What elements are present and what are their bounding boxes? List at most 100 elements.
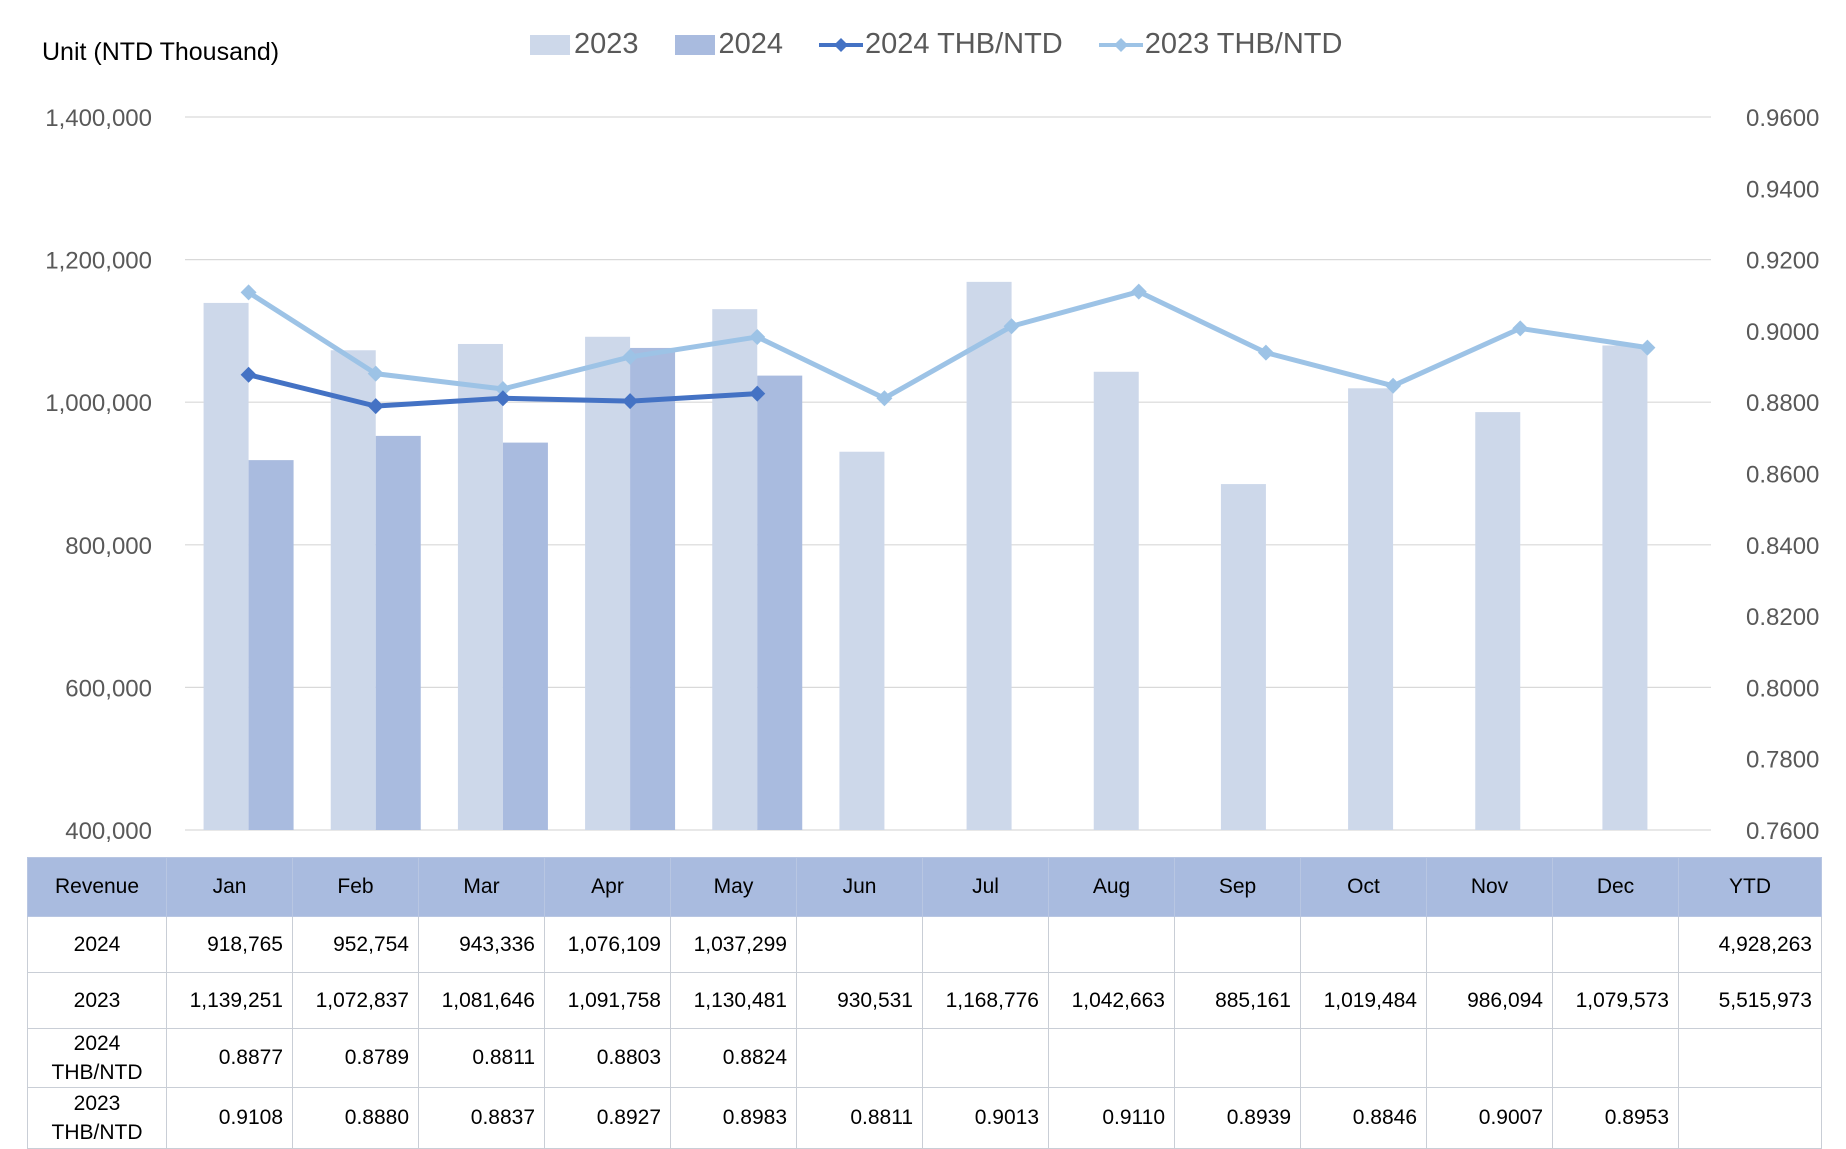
table-cell xyxy=(1678,1087,1822,1149)
table-cell: 0.9013 xyxy=(922,1087,1049,1149)
line-marker xyxy=(494,381,511,398)
table-cell xyxy=(1678,1028,1822,1088)
table-cell: 0.8983 xyxy=(670,1087,797,1149)
table-cell: 1,019,484 xyxy=(1300,972,1427,1029)
table-cell: 1,139,251 xyxy=(166,972,293,1029)
bar-2024 xyxy=(375,435,421,830)
bar-2024 xyxy=(248,460,294,830)
table-cell: 0.9108 xyxy=(166,1087,293,1149)
y-right-tick-label: 0.8600 xyxy=(1746,462,1819,489)
line-marker xyxy=(1257,344,1274,361)
bar-2023 xyxy=(203,302,249,830)
table-cell xyxy=(796,1028,923,1088)
row-label: 2024 xyxy=(27,916,167,973)
bar-2023 xyxy=(330,350,376,830)
table-cell: 1,037,299 xyxy=(670,916,797,973)
table-cell: 1,130,481 xyxy=(670,972,797,1029)
table-cell xyxy=(796,916,923,973)
table-cell xyxy=(1300,916,1427,973)
y-right-tick-label: 0.8000 xyxy=(1746,675,1819,702)
table-cell: 0.8824 xyxy=(670,1028,797,1088)
table-cell: 0.8811 xyxy=(418,1028,545,1088)
table-header-cell: Nov xyxy=(1426,857,1553,917)
table-cell: 943,336 xyxy=(418,916,545,973)
legend: 2023 2024 2024 THB/NTD 2023 THB/NTD xyxy=(530,28,1378,61)
line-marker xyxy=(622,393,639,410)
table-cell: 0.8927 xyxy=(544,1087,671,1149)
table-header-cell: Jul xyxy=(922,857,1049,917)
table-cell: 0.9110 xyxy=(1048,1087,1175,1149)
table-header-cell: Dec xyxy=(1552,857,1679,917)
legend-label: 2024 xyxy=(718,28,784,60)
line-marker xyxy=(1130,283,1147,300)
table-header-label: Revenue xyxy=(27,857,167,917)
line-marker xyxy=(367,398,384,415)
table-cell: 0.8877 xyxy=(166,1028,293,1088)
table-cell: 885,161 xyxy=(1174,972,1301,1029)
line-marker xyxy=(1639,339,1656,356)
legend-label: 2024 THB/NTD xyxy=(865,28,1063,60)
line-marker xyxy=(240,366,257,383)
line-marker xyxy=(240,284,257,301)
table-row: 2023 THB/NTD 0.9108 0.8880 0.8837 0.8927 0.898… xyxy=(27,1087,1822,1149)
line-marker xyxy=(749,328,766,345)
table-cell xyxy=(1426,1028,1553,1088)
table-row: 2024 THB/NTD 0.8877 0.8789 0.8811 0.8803 0.882… xyxy=(27,1028,1822,1088)
table-cell xyxy=(1300,1028,1427,1088)
y-right-tick-label: 0.9400 xyxy=(1746,176,1819,203)
table-cell: 1,079,573 xyxy=(1552,972,1679,1029)
table-cell: 1,042,663 xyxy=(1048,972,1175,1029)
y-right-tick-label: 0.9200 xyxy=(1746,248,1819,275)
row-label: 2024 THB/NTD xyxy=(27,1028,167,1088)
table-header-cell: Apr xyxy=(544,857,671,917)
bar-2024 xyxy=(630,347,676,830)
table-cell: 1,168,776 xyxy=(922,972,1049,1029)
legend-line-marker-icon xyxy=(819,37,864,52)
table-cell: 0.8811 xyxy=(796,1087,923,1149)
table-cell xyxy=(922,916,1049,973)
table-cell: 0.8789 xyxy=(292,1028,419,1088)
table-cell: 1,091,758 xyxy=(544,972,671,1029)
row-label: 2023 THB/NTD xyxy=(27,1087,167,1149)
y-left-tick-label: 1,000,000 xyxy=(45,390,152,417)
table-cell: 986,094 xyxy=(1426,972,1553,1029)
y-right-tick-label: 0.7600 xyxy=(1746,818,1819,845)
legend-diamond-marker xyxy=(1113,37,1128,52)
table-header-cell: Oct xyxy=(1300,857,1427,917)
table-cell xyxy=(1552,1028,1679,1088)
y-left-tick-label: 1,200,000 xyxy=(45,248,152,275)
y-right-tick-label: 0.7800 xyxy=(1746,747,1819,774)
legend-swatch-2023 xyxy=(530,34,570,55)
y-left-tick-label: 600,000 xyxy=(65,675,152,702)
table-header-cell: Feb xyxy=(292,857,419,917)
table-cell xyxy=(1048,916,1175,973)
table-cell: 1,072,837 xyxy=(292,972,419,1029)
table-header-cell: Mar xyxy=(418,857,545,917)
table-cell xyxy=(922,1028,1049,1088)
legend-item-2024: 2024 xyxy=(674,28,784,61)
chart-plot: 400,000 600,000 800,000 1,000,000 1,200,000 1… xyxy=(45,105,1819,845)
line-marker xyxy=(367,365,384,382)
bar-2023 xyxy=(1602,345,1648,830)
y-right-tick-label: 0.8400 xyxy=(1746,533,1819,560)
legend-label: 2023 xyxy=(574,28,639,60)
table-header-cell: Jun xyxy=(796,857,923,917)
table-cell: 952,754 xyxy=(292,916,419,973)
table-cell: 1,076,109 xyxy=(544,916,671,973)
table-row: 2024 918,765 952,754 943,336 1,076,109 1,037,… xyxy=(27,916,1822,973)
bar-2023 xyxy=(712,309,758,830)
row-label: 2023 xyxy=(27,972,167,1029)
legend-label: 2023 THB/NTD xyxy=(1144,28,1343,60)
bar-2023 xyxy=(966,281,1012,831)
table-header-cell: Sep xyxy=(1174,857,1301,917)
table-row: 2023 1,139,251 1,072,837 1,081,646 1,091,758… xyxy=(27,972,1822,1029)
y-right-tick-label: 0.8200 xyxy=(1746,604,1819,631)
legend-item-2024-rate: 2024 THB/NTD xyxy=(819,28,1063,61)
y-right-tick-label: 0.8800 xyxy=(1746,390,1819,417)
table-header-cell: YTD xyxy=(1678,857,1822,917)
chart-area: Unit (NTD Thousand) 2023 2024 2024 THB/N… xyxy=(42,28,1819,845)
legend-item-2023: 2023 xyxy=(530,28,639,61)
table-cell: 0.8846 xyxy=(1300,1087,1427,1149)
table-cell: 0.8953 xyxy=(1552,1087,1679,1149)
table-header-cell: Aug xyxy=(1048,857,1175,917)
